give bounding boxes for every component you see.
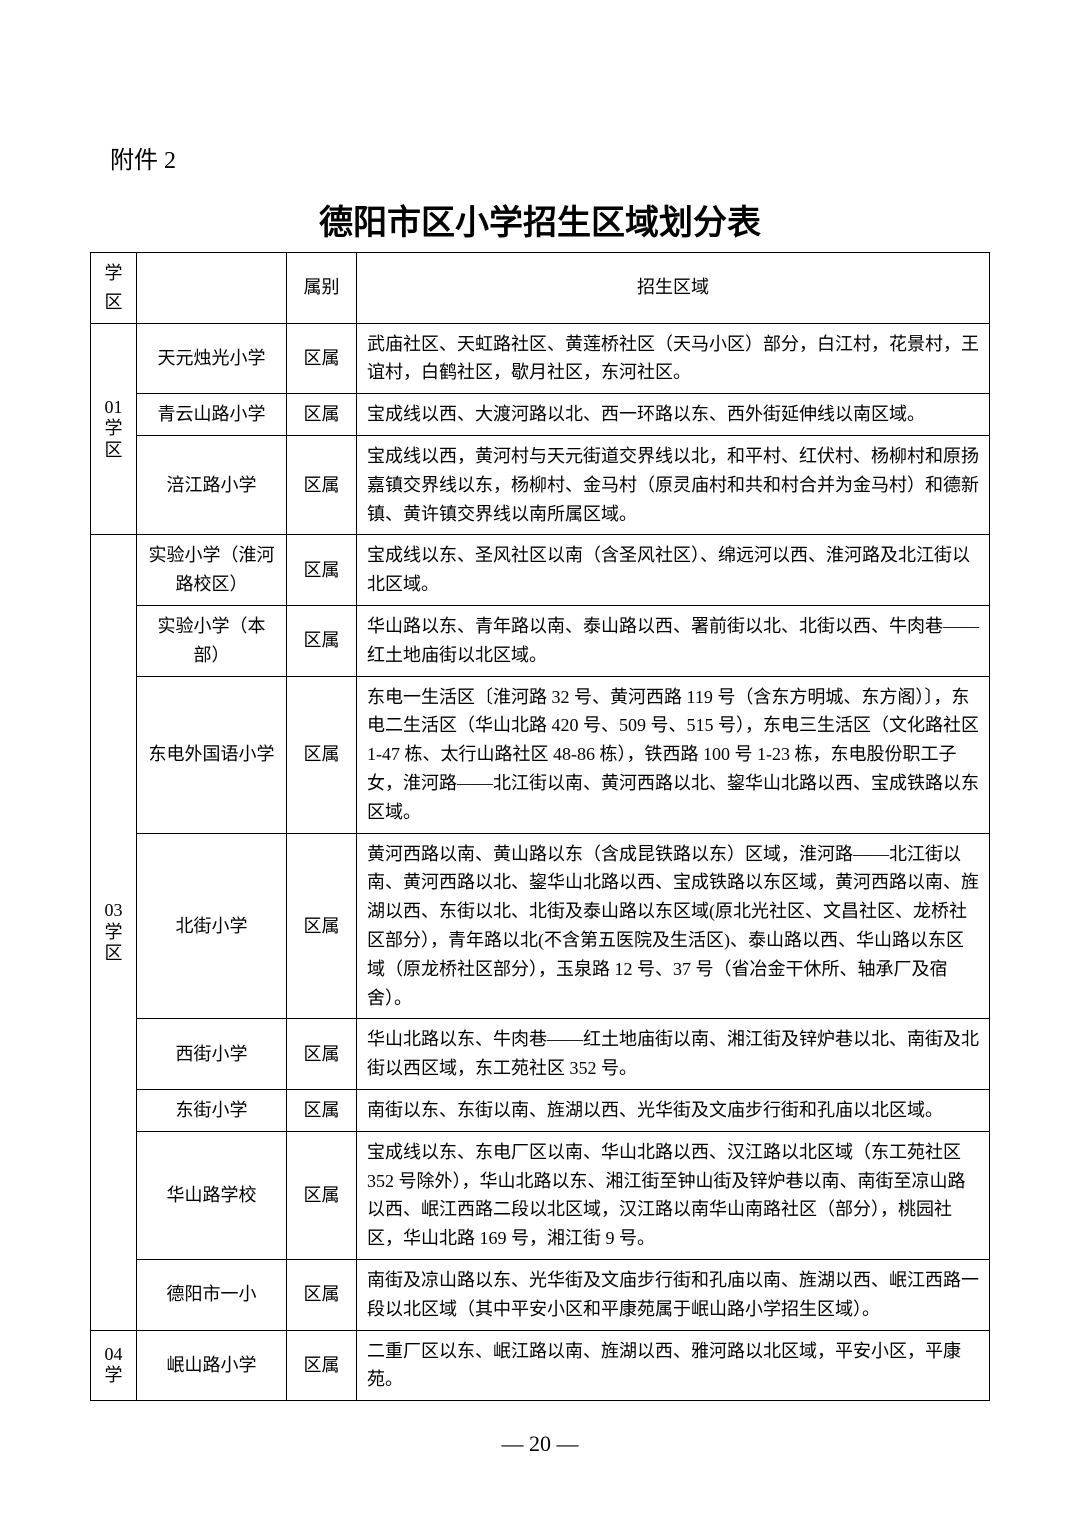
table-row: 西街小学区属华山北路以东、牛肉巷——红土地庙街以南、湘江街及锌炉巷以北、南街及北…: [91, 1019, 990, 1090]
header-area: 招生区域: [357, 253, 990, 324]
school-cell: 实验小学（本部）: [137, 605, 287, 676]
type-cell: 区属: [287, 1330, 357, 1401]
table-row: 04学岷山路小学区属二重厂区以东、岷江路以南、旌湖以西、雅河路以北区域，平安小区…: [91, 1330, 990, 1401]
table-row: 涪江路小学区属宝成线以西，黄河村与天元街道交界线以北，和平村、红伏村、杨柳村和原…: [91, 435, 990, 534]
table-row: 华山路学校区属宝成线以东、东电厂区以南、华山北路以西、汉江路以北区域（东工苑社区…: [91, 1131, 990, 1259]
type-cell: 区属: [287, 435, 357, 534]
school-cell: 东街小学: [137, 1089, 287, 1131]
attachment-label: 附件 2: [110, 140, 990, 175]
type-cell: 区属: [287, 323, 357, 394]
type-cell: 区属: [287, 605, 357, 676]
table-row: 北街小学区属黄河西路以南、黄山路以东（含成昆铁路以东）区域，淮河路——北江街以南…: [91, 833, 990, 1019]
table-header-row: 学区 属别 招生区域: [91, 253, 990, 324]
type-cell: 区属: [287, 1131, 357, 1259]
table-row: 实验小学（本部）区属华山路以东、青年路以南、泰山路以西、署前街以北、北街以西、牛…: [91, 605, 990, 676]
area-cell: 南街以东、东街以南、旌湖以西、光华街及文庙步行街和孔庙以北区域。: [357, 1089, 990, 1131]
area-cell: 二重厂区以东、岷江路以南、旌湖以西、雅河路以北区域，平安小区，平康苑。: [357, 1330, 990, 1401]
school-cell: 青云山路小学: [137, 394, 287, 436]
type-cell: 区属: [287, 676, 357, 833]
table-row: 03学区实验小学（淮河路校区）区属宝成线以东、圣风社区以南（含圣风社区）、绵远河…: [91, 535, 990, 606]
school-cell: 华山路学校: [137, 1131, 287, 1259]
school-cell: 北街小学: [137, 833, 287, 1019]
table-row: 01学区天元烛光小学区属武庙社区、天虹路社区、黄莲桥社区（天马小区）部分，白江村…: [91, 323, 990, 394]
area-cell: 东电一生活区〔淮河路 32 号、黄河西路 119 号（含东方明城、东方阁）〕，东…: [357, 676, 990, 833]
area-cell: 宝成线以西，黄河村与天元街道交界线以北，和平村、红伏村、杨柳村和原扬嘉镇交界线以…: [357, 435, 990, 534]
page-title: 德阳市区小学招生区域划分表: [90, 195, 990, 244]
school-cell: 岷山路小学: [137, 1330, 287, 1401]
table-row: 东电外国语小学区属东电一生活区〔淮河路 32 号、黄河西路 119 号（含东方明…: [91, 676, 990, 833]
school-cell: 天元烛光小学: [137, 323, 287, 394]
district-cell: 01学区: [91, 323, 137, 535]
type-cell: 区属: [287, 535, 357, 606]
area-cell: 宝成线以东、圣风社区以南（含圣风社区）、绵远河以西、淮河路及北江街以北区域。: [357, 535, 990, 606]
header-district: 学区: [91, 253, 137, 324]
area-cell: 南街及凉山路以东、光华街及文庙步行街和孔庙以南、旌湖以西、岷江西路一段以北区域（…: [357, 1259, 990, 1330]
type-cell: 区属: [287, 1259, 357, 1330]
table-row: 东街小学区属南街以东、东街以南、旌湖以西、光华街及文庙步行街和孔庙以北区域。: [91, 1089, 990, 1131]
area-cell: 华山北路以东、牛肉巷——红土地庙街以南、湘江街及锌炉巷以北、南街及北街以西区域，…: [357, 1019, 990, 1090]
area-cell: 黄河西路以南、黄山路以东（含成昆铁路以东）区域，淮河路——北江街以南、黄河西路以…: [357, 833, 990, 1019]
area-cell: 宝成线以东、东电厂区以南、华山北路以西、汉江路以北区域（东工苑社区 352 号除…: [357, 1131, 990, 1259]
school-cell: 实验小学（淮河路校区）: [137, 535, 287, 606]
type-cell: 区属: [287, 1089, 357, 1131]
school-cell: 德阳市一小: [137, 1259, 287, 1330]
area-cell: 宝成线以西、大渡河路以北、西一环路以东、西外街延伸线以南区域。: [357, 394, 990, 436]
area-cell: 武庙社区、天虹路社区、黄莲桥社区（天马小区）部分，白江村，花景村，王谊村，白鹤社…: [357, 323, 990, 394]
school-district-table: 学区 属别 招生区域 01学区天元烛光小学区属武庙社区、天虹路社区、黄莲桥社区（…: [90, 252, 990, 1401]
school-cell: 西街小学: [137, 1019, 287, 1090]
school-cell: 东电外国语小学: [137, 676, 287, 833]
school-cell: 涪江路小学: [137, 435, 287, 534]
district-cell: 03学区: [91, 535, 137, 1330]
area-cell: 华山路以东、青年路以南、泰山路以西、署前街以北、北街以西、牛肉巷——红土地庙街以…: [357, 605, 990, 676]
header-type: 属别: [287, 253, 357, 324]
type-cell: 区属: [287, 1019, 357, 1090]
page-number: — 20 —: [0, 1431, 1080, 1457]
type-cell: 区属: [287, 833, 357, 1019]
header-school: [137, 253, 287, 324]
table-row: 青云山路小学区属宝成线以西、大渡河路以北、西一环路以东、西外街延伸线以南区域。: [91, 394, 990, 436]
district-cell: 04学: [91, 1330, 137, 1401]
table-row: 德阳市一小区属南街及凉山路以东、光华街及文庙步行街和孔庙以南、旌湖以西、岷江西路…: [91, 1259, 990, 1330]
type-cell: 区属: [287, 394, 357, 436]
